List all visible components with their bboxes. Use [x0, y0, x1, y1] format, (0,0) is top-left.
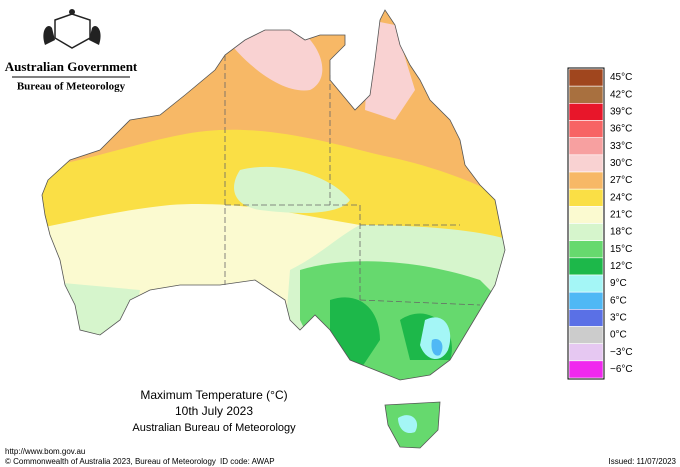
legend-label: 36°C: [610, 124, 632, 135]
legend: 45°C 42°C 39°C 36°C 33°C 30°C 27°C 24°C 21°C 18°C…: [568, 68, 633, 379]
issued-date: Issued: 11/07/2023: [609, 457, 677, 466]
legend-label: 15°C: [610, 244, 632, 255]
legend-swatch: [568, 171, 604, 190]
legend-label: 9°C: [610, 278, 627, 289]
legend-swatch: [568, 137, 604, 156]
copyright: © Commonwealth of Australia 2023, Bureau…: [5, 457, 216, 466]
legend-frame: [567, 67, 605, 380]
legend-label: 0°C: [610, 330, 627, 341]
map-title: Maximum Temperature (°C): [140, 388, 287, 402]
legend-label: 24°C: [610, 192, 632, 203]
map-date: 10th July 2023: [175, 404, 253, 418]
legend-swatch: [568, 240, 604, 259]
legend-label: 6°C: [610, 295, 627, 306]
legend-swatch: [568, 120, 604, 138]
legend-label: 18°C: [610, 227, 632, 238]
agency-name: Bureau of Meteorology: [17, 81, 126, 93]
legend-swatch: [568, 206, 604, 224]
state-borders: [224, 55, 481, 306]
legend-swatch: [568, 291, 604, 310]
legend-label: 33°C: [610, 141, 632, 152]
legend-label: −3°C: [610, 347, 633, 358]
legend-label: −6°C: [610, 364, 633, 375]
legend-swatch: [568, 154, 604, 173]
legend-swatch: [568, 343, 604, 362]
legend-swatch: [568, 68, 604, 87]
legend-swatch: [568, 103, 604, 121]
legend-swatch: [568, 274, 604, 293]
legend-label: 30°C: [610, 158, 632, 169]
legend-label: 21°C: [610, 210, 632, 221]
legend-swatch: [568, 326, 604, 344]
legend-swatch: [568, 309, 604, 327]
legend-label: 12°C: [610, 261, 632, 272]
id-code: ID code: AWAP: [220, 457, 275, 466]
legend-label: 45°C: [610, 72, 632, 83]
legend-label: 42°C: [610, 89, 632, 100]
legend-swatch: [568, 85, 604, 104]
emblem: [43, 9, 101, 49]
legend-swatch: [568, 257, 604, 276]
url: http://www.bom.gov.au: [5, 447, 85, 456]
legend-swatch: [568, 188, 604, 207]
legend-label: 39°C: [610, 107, 632, 118]
legend-swatch: [568, 360, 604, 379]
legend-label: 27°C: [610, 175, 632, 186]
legend-label: 3°C: [610, 313, 627, 324]
map-source: Australian Bureau of Meteorology: [132, 422, 296, 434]
government-name: Australian Government: [5, 59, 138, 74]
tasmania-cold-zone: [398, 415, 418, 434]
legend-swatch: [568, 223, 604, 241]
